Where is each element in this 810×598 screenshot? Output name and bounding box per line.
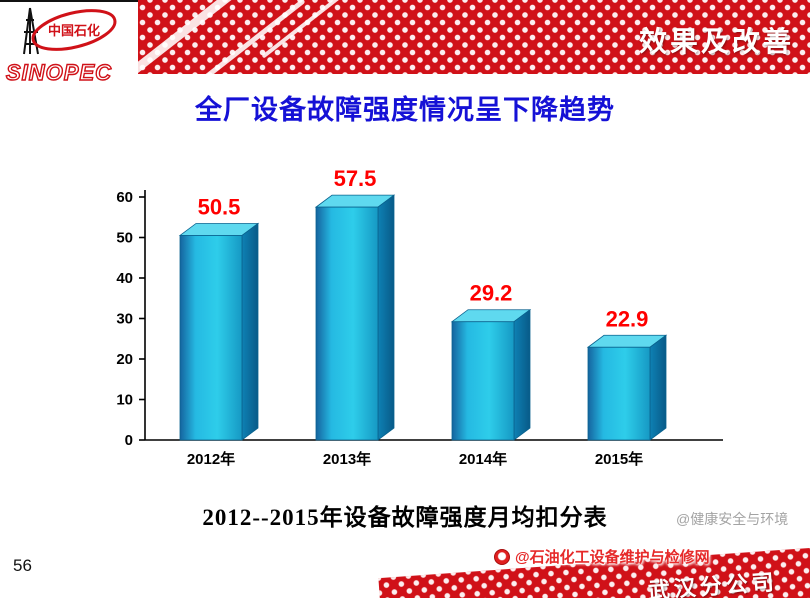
y-tick-label: 30 bbox=[116, 311, 133, 328]
category-label: 2013年 bbox=[323, 450, 371, 468]
slide-title: 全厂设备故障强度情况呈下降趋势 bbox=[195, 95, 615, 125]
derrick-icon bbox=[23, 7, 39, 55]
logo-ellipse bbox=[31, 9, 117, 51]
category-label: 2015年 bbox=[595, 450, 643, 468]
y-tick-label: 20 bbox=[116, 351, 133, 368]
banner-streak bbox=[261, 0, 359, 59]
page-number: 56 bbox=[13, 556, 32, 575]
bar-chart-svg: 0 10 20 30 40 50 60 50.5 2012年 57.5 2013年 29.2 2014年… bbox=[116, 166, 723, 468]
category-label: 2014年 bbox=[459, 450, 507, 468]
sinopec-logo: 中国石化 SINOPEC bbox=[0, 0, 138, 88]
sinopec-logo-graphic: 中国石化 SINOPEC bbox=[5, 7, 117, 86]
logo-brand-text: SINOPEC bbox=[6, 60, 112, 85]
bar-side-face bbox=[649, 334, 667, 441]
bar-side-face bbox=[377, 194, 395, 441]
header-title: 效果及改善 bbox=[638, 26, 794, 57]
watermark-branch: 武汉分公司 bbox=[647, 569, 779, 598]
bar-2014年 bbox=[451, 321, 515, 441]
watermark-hse: @健康安全与环境 bbox=[676, 511, 789, 527]
watermark-maintenance-label: @石油化工设备维护与检修网 bbox=[515, 549, 710, 566]
y-tick-label: 10 bbox=[116, 392, 133, 409]
bar-side-face bbox=[241, 222, 259, 441]
chart-caption: 2012--2015年设备故障强度月均扣分表 bbox=[202, 505, 608, 530]
value-label: 22.9 bbox=[606, 306, 649, 331]
category-label: 2012年 bbox=[187, 450, 235, 468]
bar-side-face bbox=[513, 308, 531, 441]
watermark-maintenance: @石油化工设备维护与检修网 bbox=[494, 546, 710, 567]
bar-chart: 0 10 20 30 40 50 60 50.5 2012年 57.5 2013年 29.2 2014年… bbox=[55, 140, 755, 490]
bar-2013年 bbox=[315, 206, 379, 441]
logo-cn-text: 中国石化 bbox=[48, 23, 100, 38]
value-label: 57.5 bbox=[334, 166, 377, 191]
bar-2015年 bbox=[587, 346, 651, 441]
y-tick-label: 40 bbox=[116, 270, 133, 287]
camera-icon bbox=[494, 548, 510, 565]
value-label: 50.5 bbox=[198, 194, 241, 219]
y-tick-label: 50 bbox=[116, 230, 133, 247]
y-tick-label: 0 bbox=[125, 432, 133, 449]
bar-2012年 bbox=[179, 235, 243, 441]
value-label: 29.2 bbox=[470, 281, 513, 306]
y-tick-label: 60 bbox=[116, 189, 133, 206]
